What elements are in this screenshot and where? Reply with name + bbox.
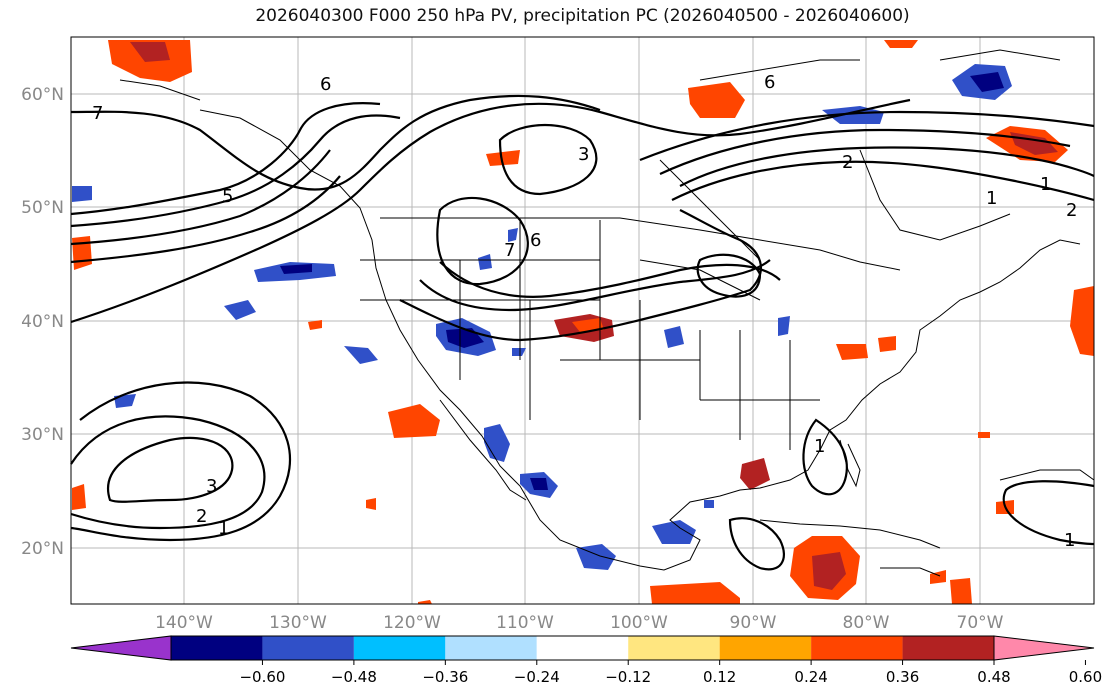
lat-label: 30°N [21,425,64,445]
colorbar-tick-label: 0.12 [703,668,736,686]
colorbar-tick-label: −0.24 [514,668,560,686]
colorbar-extend-low [70,635,172,661]
colorbar-tick-label: −0.12 [605,668,651,686]
lon-label: 140°W [155,613,213,633]
lon-label: 90°W [730,613,777,633]
colorbar-segment [445,636,537,660]
lon-label: 70°W [957,613,1004,633]
pv-contours [70,94,1095,571]
colorbar-segment [628,636,720,660]
colorbar-tick-label: −0.48 [331,668,377,686]
contour-label: 5 [222,186,233,207]
colorbar-tick-label: −0.60 [239,668,285,686]
contour-label: 1 [814,436,825,457]
map-panel [70,37,1095,604]
lat-labels: 20°N 30°N 40°N 50°N 60°N [21,85,64,559]
colorbar-segment [262,636,354,660]
lon-label: 100°W [610,613,668,633]
colorbar-tick-label: −0.36 [422,668,468,686]
map-frame [70,36,1095,605]
contour-label: 2 [1066,200,1077,221]
lat-label: 40°N [21,312,64,332]
contour-label: 1 [1064,530,1075,551]
colorbar-segment [811,636,903,660]
contour-label: 7 [504,240,515,261]
lon-labels: 140°W 130°W 120°W 110°W 100°W 90°W 80°W … [155,613,1004,633]
lon-label: 130°W [269,613,327,633]
contour-label: 1 [986,188,997,209]
colorbar-outline [170,635,995,661]
colorbar-segment [171,636,263,660]
colorbar-segment [536,636,629,660]
colorbar-tick-label: 0.36 [886,668,919,686]
contour-label: 2 [196,506,207,527]
lat-label: 20°N [21,539,64,559]
contour-label: 1 [1040,174,1051,195]
map-title: 2026040300 F000 250 hPa PV, precipitatio… [255,6,910,26]
colorbar-tick-label: 0.60 [1069,668,1102,686]
colorbar-segment [353,636,446,660]
colorbar-tick-label: 0.24 [794,668,827,686]
lon-label: 80°W [843,613,890,633]
colorbar-extend-high [993,635,1095,661]
lon-label: 120°W [383,613,441,633]
lat-label: 50°N [21,198,64,218]
contour-label: 6 [530,230,541,251]
contour-label: 6 [320,74,331,95]
lon-label: 110°W [496,613,554,633]
contour-label: 2 [842,152,853,173]
contour-label: 7 [92,103,103,124]
colorbar-segment [902,636,994,660]
colorbar: −0.60 −0.48 −0.36 −0.24 −0.12 0.12 0.24 0.36 0.4… [70,635,1102,686]
contour-label: 6 [764,72,775,93]
colorbar-tick-label: 0.48 [977,668,1010,686]
precip-shading [72,40,1094,604]
pv-contour-labels: 7 6 6 5 3 2 1 7 6 2 1 3 2 1 1 1 [92,72,1077,551]
contour-label: 3 [206,476,217,497]
colorbar-segment [719,636,812,660]
contour-label: 3 [578,144,589,165]
gridlines [71,37,1094,604]
lat-label: 60°N [21,85,64,105]
contour-label: 1 [218,518,229,539]
coastlines [119,49,1095,577]
